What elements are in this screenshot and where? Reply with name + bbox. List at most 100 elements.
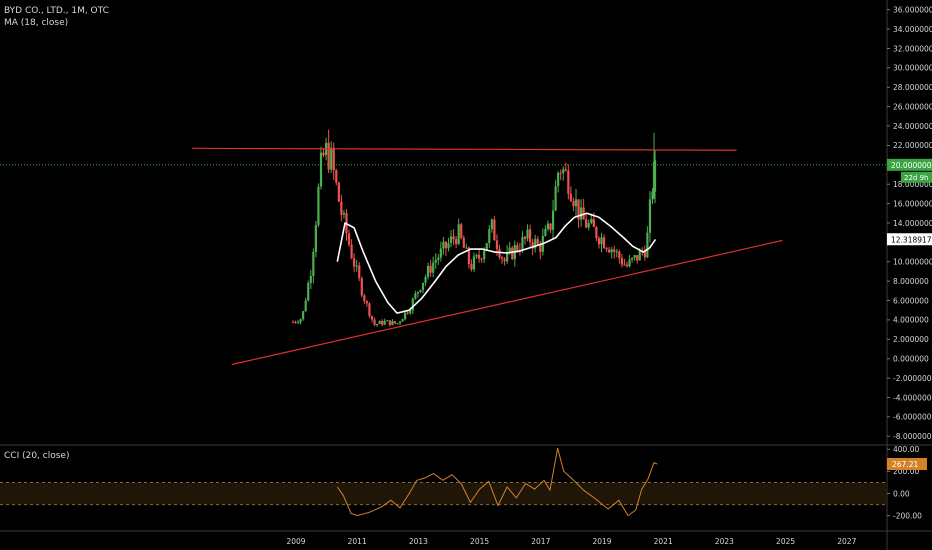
last-price-label-bg (887, 158, 932, 171)
candle-body (381, 320, 384, 325)
candle-body (585, 219, 588, 228)
x-tick-label: 2013 (409, 537, 428, 546)
x-tick-label: 2011 (348, 537, 367, 546)
y-tick-label: 18.000000 (893, 180, 932, 189)
candle-body (432, 262, 435, 273)
x-tick-label: 2019 (592, 537, 611, 546)
candle-body (539, 243, 542, 252)
candle-body (483, 250, 486, 260)
candle-body (608, 249, 611, 253)
y-tick-label: 16.000000 (893, 199, 932, 208)
candle-body (409, 310, 412, 314)
y-tick-label: -6.000000 (893, 413, 932, 422)
candle-body (546, 223, 550, 229)
candle-body (319, 152, 323, 187)
candle-body (350, 244, 353, 259)
candle-body (551, 210, 555, 230)
y-tick-label: 2.000000 (893, 335, 929, 344)
candle-body (386, 320, 389, 322)
y-tick-label: 36.000000 (893, 5, 932, 14)
candle-body (506, 251, 509, 262)
candle-body (610, 249, 613, 253)
candle-body (615, 251, 618, 253)
candle-body (294, 321, 297, 323)
y-tick-label: 30.000000 (893, 64, 932, 73)
candle-body (368, 303, 371, 316)
candle-body (419, 290, 422, 292)
cci-tick-label: 0.00 (893, 489, 910, 498)
candle-body (531, 242, 534, 249)
candles (291, 129, 657, 327)
candle-body (373, 319, 376, 325)
candle-body (296, 322, 300, 324)
y-tick-label: 6.000000 (893, 296, 929, 305)
candle-body (475, 254, 478, 257)
candle-body (579, 207, 583, 220)
candle-body (623, 264, 626, 266)
candle-body (544, 228, 547, 236)
candle-body (437, 257, 440, 260)
candle-body (470, 264, 473, 270)
candle-body (447, 243, 450, 249)
y-tick-label: 28.000000 (893, 83, 932, 92)
candle-body (460, 224, 463, 238)
candle-body (516, 245, 519, 251)
candle-body (495, 240, 499, 249)
y-tick-label: 26.000000 (893, 102, 932, 111)
candle-body (493, 219, 496, 241)
cci-value-bg (887, 457, 927, 470)
y-tick-label: 4.000000 (893, 316, 929, 325)
candle-body (322, 152, 325, 156)
last-price-label: 20.000000 (891, 161, 932, 170)
candle-body (592, 218, 595, 228)
candle-body (521, 236, 524, 251)
candle-body (638, 250, 641, 261)
candle-body (511, 247, 514, 260)
candle-body (651, 191, 654, 200)
candle-body (421, 282, 425, 291)
candle-body (526, 229, 529, 239)
symbol-title: BYD CO., LTD., 1M, OTC (4, 6, 109, 16)
candle-body (291, 321, 295, 323)
ma-line (336, 212, 657, 314)
resistance-line (191, 147, 737, 151)
candle-body (309, 275, 312, 283)
candle-body (327, 142, 330, 170)
candle-body (449, 236, 453, 244)
candle-body (595, 227, 598, 239)
candle-body (404, 312, 407, 320)
candle-body (633, 255, 636, 258)
candle-body (508, 247, 511, 252)
candle-body (557, 172, 560, 187)
candle-body (365, 301, 368, 304)
cci-line (336, 447, 658, 517)
candle-body (636, 255, 639, 261)
candle-body (590, 218, 593, 224)
x-tick-label: 2027 (837, 537, 856, 546)
y-tick-label: 14.000000 (893, 219, 932, 228)
countdown-bg (901, 171, 932, 183)
candle-body (360, 278, 363, 296)
candle-body (314, 225, 317, 252)
cci-tick-label: -200.00 (893, 511, 922, 520)
candle-body (299, 319, 302, 323)
ma-title: MA (18, close) (4, 18, 69, 28)
candle-body (398, 321, 402, 324)
y-tick-label: 34.000000 (893, 25, 932, 34)
candle-body (554, 186, 557, 211)
x-tick-label: 2009 (286, 537, 305, 546)
y-tick-label: -4.000000 (893, 393, 932, 402)
candle-body (388, 320, 391, 326)
candle-body (477, 254, 481, 259)
candle-body (567, 170, 570, 194)
candle-body (602, 237, 606, 249)
symbol-legend: BYD CO., LTD., 1M, OTC (4, 6, 109, 16)
candle-body (335, 170, 338, 183)
candle-body (630, 257, 634, 260)
candle-body (442, 241, 445, 249)
candle-body (613, 249, 616, 252)
candle-body (536, 239, 539, 244)
candle-body (465, 247, 468, 249)
y-tick-label: 10.000000 (893, 258, 932, 267)
